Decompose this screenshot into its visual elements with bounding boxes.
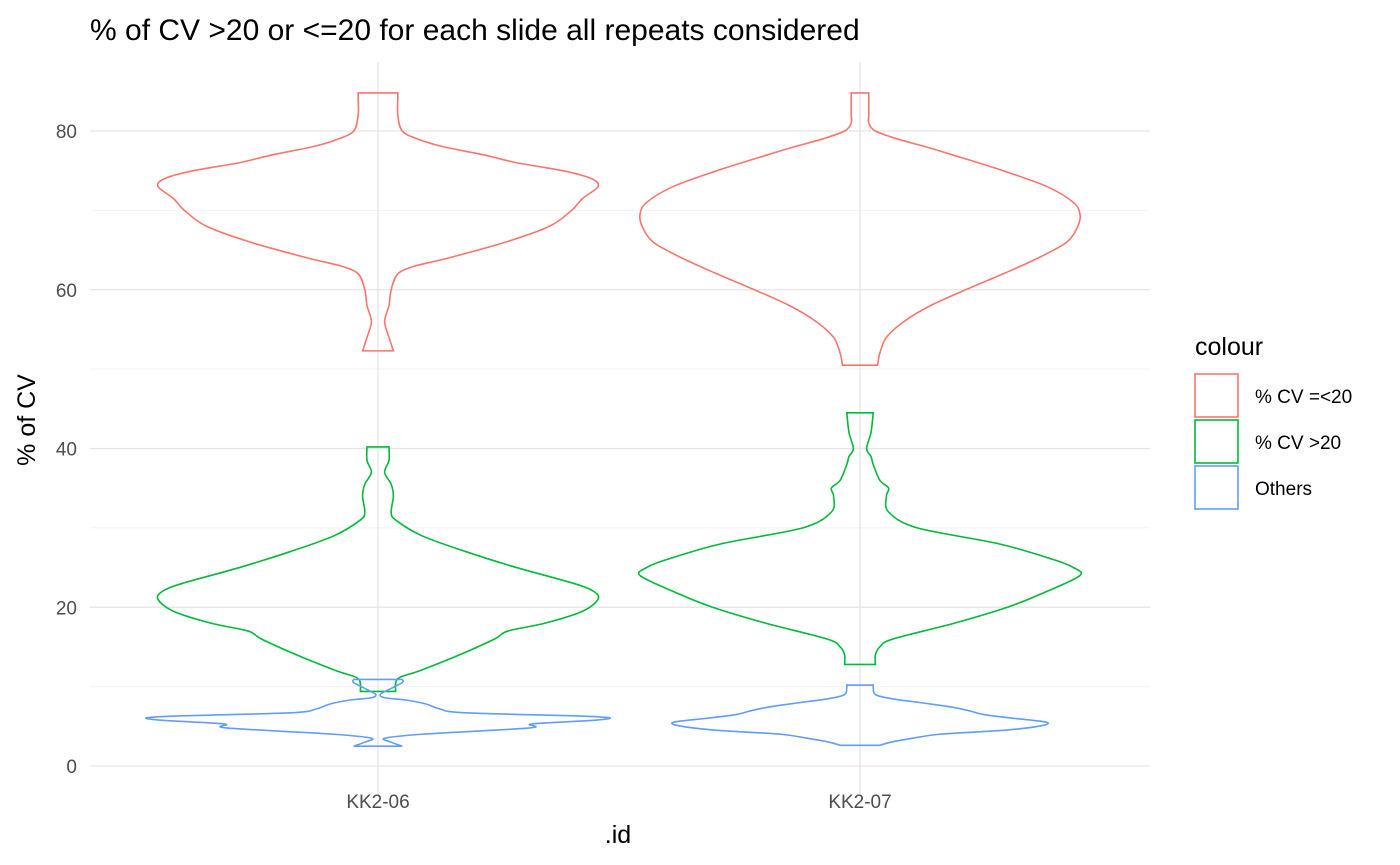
violin-layer [145,92,1083,747]
violin-kk2-07--cv-20 [638,92,1082,366]
violin-kk2-06-others [145,678,611,747]
legend-title: colour [1195,333,1263,361]
y-tick-label: 20 [56,598,77,619]
legend: colour % CV =<20 % CV >20 Others [1194,333,1352,510]
y-tick-label: 80 [56,122,77,143]
legend-items: % CV =<20 % CV >20 Others [1194,373,1352,510]
x-axis-title: .id [605,821,631,849]
legend-label: % CV =<20 [1255,387,1352,408]
legend-label: Others [1255,479,1312,500]
violin-kk2-07-others [670,684,1050,747]
x-tick-label: KK2-07 [828,792,891,813]
y-tick-label: 40 [56,440,77,461]
grid-lines [90,62,1150,797]
legend-key [1194,419,1239,464]
y-tick-label: 60 [56,281,77,302]
legend-key [1194,373,1239,418]
y-axis-title: % of CV [13,374,41,466]
chart-title: % of CV >20 or <=20 for each slide all r… [90,14,860,47]
legend-label: % CV >20 [1255,433,1341,454]
y-tick-label: 0 [66,757,77,778]
violin-kk2-06--cv-20 [156,446,600,693]
x-tick-label: KK2-06 [346,792,409,813]
violin-kk2-06--cv-20 [156,92,600,352]
legend-key [1194,465,1239,510]
axes: 0 20 40 60 80 KK2-06 KK2-07 [56,122,892,813]
violin-kk2-07--cv-20 [637,411,1083,666]
